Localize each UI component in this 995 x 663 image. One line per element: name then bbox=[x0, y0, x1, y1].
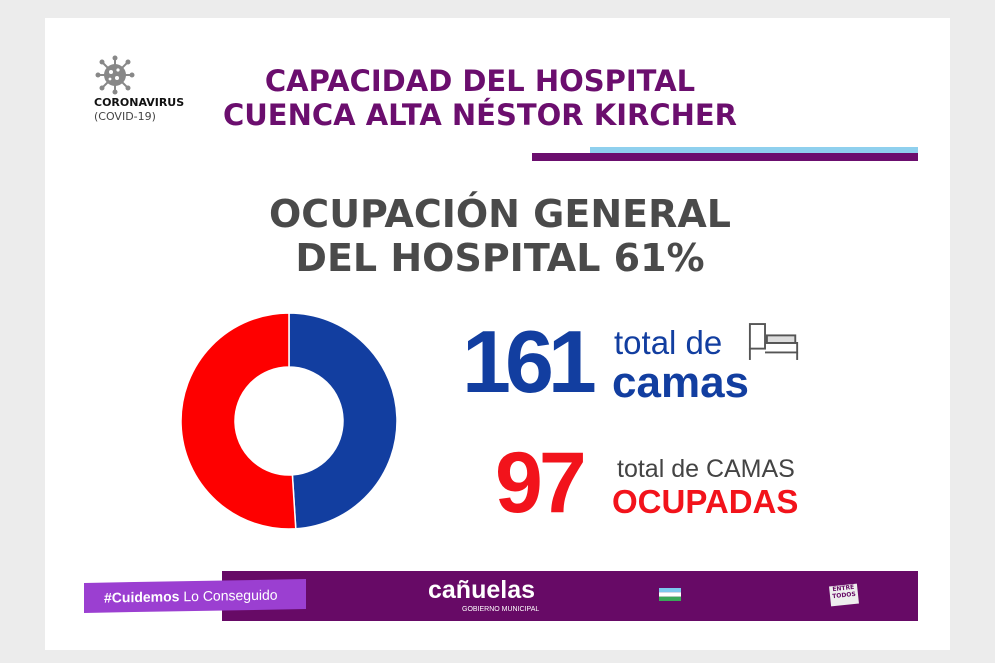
infographic-card bbox=[45, 18, 950, 650]
hashtag-banner: #Cuidemos Lo Conseguido bbox=[84, 579, 306, 613]
ocupadas-label: OCUPADAS bbox=[612, 483, 799, 520]
subtitle-line-1: OCUPACIÓN GENERAL bbox=[269, 192, 731, 236]
donut-slice-0 bbox=[288, 313, 398, 529]
canuelas-logo: cañuelas bbox=[428, 576, 536, 604]
title-line-1: CAPACIDAD DEL HOSPITAL bbox=[264, 64, 696, 98]
occupied-beds-label: total de CAMAS bbox=[617, 455, 795, 483]
occupancy-heading: OCUPACIÓN GENERAL DEL HOSPITAL 61% bbox=[240, 192, 760, 280]
occupancy-donut-chart bbox=[180, 313, 398, 529]
page-title: CAPACIDAD DEL HOSPITAL CUENCA ALTA NÉSTO… bbox=[200, 64, 760, 132]
total-beds-number: 161 bbox=[462, 312, 597, 411]
logo-subtitle: GOBIERNO MUNICIPAL bbox=[462, 606, 540, 613]
hashtag-rest: Lo Conseguido bbox=[183, 586, 278, 605]
accent-line-blue bbox=[590, 147, 918, 153]
camas-label: camas bbox=[612, 358, 750, 407]
accent-line-purple bbox=[532, 153, 918, 161]
hashtag: #Cuidemos bbox=[104, 588, 180, 606]
title-line-2: CUENCA ALTA NÉSTOR KIRCHER bbox=[222, 98, 738, 132]
flag-icon bbox=[659, 588, 681, 601]
virus-icon bbox=[95, 55, 135, 95]
entre-todos-logo: ENTRE TODOS bbox=[829, 583, 859, 607]
subtitle-line-2: DEL HOSPITAL 61% bbox=[295, 236, 705, 280]
donut-slice-1 bbox=[180, 313, 297, 529]
bed-icon bbox=[748, 323, 799, 360]
covid-label: (COVID-19) bbox=[94, 110, 156, 123]
coronavirus-label: CORONAVIRUS bbox=[94, 96, 185, 109]
total-beds-label: total de bbox=[614, 324, 723, 361]
occupied-beds-number: 97 bbox=[495, 435, 587, 531]
footer-bar bbox=[222, 571, 918, 621]
